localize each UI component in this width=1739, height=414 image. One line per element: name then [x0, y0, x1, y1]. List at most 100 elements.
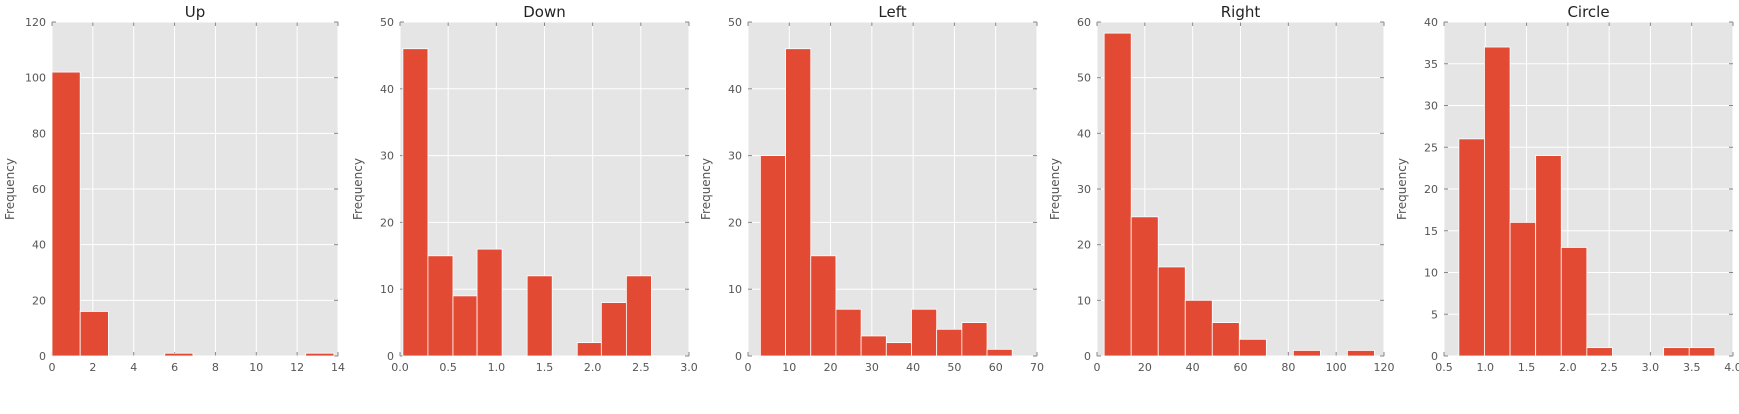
x-tick-label: 3.5: [1683, 361, 1701, 374]
x-tick-label: 40: [906, 361, 920, 374]
x-tick-label: 2.0: [584, 361, 602, 374]
histogram-bar: [986, 348, 1013, 357]
y-tick-label: 5: [1431, 308, 1438, 321]
histogram-bar: [911, 308, 938, 357]
histogram-bar: [1184, 299, 1213, 357]
y-tick-label: 0: [387, 350, 394, 363]
y-tick-label: 40: [728, 83, 742, 96]
histogram-bar: [1458, 138, 1485, 357]
y-tick-label: 60: [1077, 16, 1091, 29]
histogram-bar: [759, 155, 786, 357]
chart-title: Right: [1221, 3, 1261, 21]
chart-title: Left: [878, 3, 906, 21]
x-tick-label: 10: [249, 361, 263, 374]
x-tick-label: 0.5: [439, 361, 457, 374]
y-tick-label: 25: [1424, 141, 1438, 154]
y-tick-label: 0: [1431, 350, 1438, 363]
chart-title: Up: [185, 3, 206, 21]
histogram-bar: [51, 71, 81, 357]
chart-title: Circle: [1567, 3, 1609, 21]
x-tick-label: 20: [1138, 361, 1152, 374]
histogram-bar: [1586, 347, 1613, 357]
x-tick-label: 3.0: [680, 361, 698, 374]
y-tick-label: 30: [1424, 100, 1438, 113]
histogram-bar: [860, 335, 887, 357]
histogram-bar: [427, 255, 454, 357]
y-tick-label: 20: [32, 294, 46, 307]
x-tick-label: 4.0: [1724, 361, 1739, 374]
y-tick-label: 40: [32, 239, 46, 252]
y-tick-label: 50: [380, 16, 394, 29]
y-tick-label: 20: [1077, 239, 1091, 252]
histogram-bar: [79, 311, 109, 357]
x-tick-label: 100: [1326, 361, 1347, 374]
y-tick-label: 10: [728, 283, 742, 296]
histogram-bar: [1535, 155, 1562, 357]
y-tick-label: 0: [735, 350, 742, 363]
histogram-bar: [1130, 216, 1159, 357]
histogram-bar: [305, 352, 335, 357]
histogram-bar: [1688, 347, 1716, 357]
x-tick-label: 14: [331, 361, 345, 374]
y-axis-label: Frequency: [1395, 158, 1409, 220]
x-tick-label: 60: [989, 361, 1003, 374]
x-tick-label: 0: [745, 361, 752, 374]
histogram-bar: [1238, 338, 1267, 357]
y-axis-label: Frequency: [699, 158, 713, 220]
histogram-bar: [452, 295, 478, 357]
y-tick-label: 15: [1424, 225, 1438, 238]
histogram-bar: [1560, 247, 1588, 357]
y-tick-label: 10: [1077, 294, 1091, 307]
x-tick-label: 0: [1094, 361, 1101, 374]
x-tick-label: 1.5: [536, 361, 554, 374]
x-tick-label: 60: [1234, 361, 1248, 374]
histogram-bar: [1347, 350, 1375, 357]
x-tick-label: 30: [865, 361, 879, 374]
histogram-bar: [785, 48, 812, 357]
chart-panel-right: 0 20 40 60 80 100 120 0 10 20 30 40 50 60 Right Frequen…: [1048, 3, 1395, 374]
histogram-bar: [1663, 347, 1690, 357]
y-tick-label: 100: [25, 72, 46, 85]
x-tick-label: 4: [130, 361, 137, 374]
y-tick-label: 30: [1077, 183, 1091, 196]
chart-panel-left: 0 10 20 30 40 50 60 70 0 10 20 30 40 50 Left Frequency: [699, 3, 1044, 374]
y-tick-label: 0: [1084, 350, 1091, 363]
histogram-bar: [1484, 46, 1511, 357]
y-tick-label: 30: [728, 150, 742, 163]
y-axis-label: Frequency: [1048, 158, 1062, 220]
histogram-bar: [1292, 350, 1321, 357]
chart-title: Down: [523, 3, 566, 21]
histogram-bar: [625, 275, 652, 357]
x-tick-label: 6: [171, 361, 178, 374]
x-tick-label: 2.5: [632, 361, 650, 374]
x-tick-label: 120: [1374, 361, 1395, 374]
y-axis-label: Frequency: [351, 158, 365, 220]
histogram-bar: [476, 248, 503, 357]
x-tick-label: 10: [782, 361, 796, 374]
y-tick-label: 50: [1077, 72, 1091, 85]
y-tick-label: 10: [1424, 267, 1438, 280]
y-tick-label: 120: [25, 16, 46, 29]
x-tick-label: 1.0: [488, 361, 506, 374]
histogram-bar: [936, 328, 963, 357]
x-tick-label: 2.0: [1559, 361, 1577, 374]
histogram-bar: [835, 308, 862, 357]
histogram-bar: [885, 342, 912, 357]
x-tick-label: 8: [212, 361, 219, 374]
y-tick-label: 20: [728, 216, 742, 229]
histogram-bar: [576, 342, 602, 357]
histogram-bar: [600, 302, 627, 357]
x-tick-label: 0.5: [1435, 361, 1453, 374]
x-tick-label: 0: [49, 361, 56, 374]
y-tick-label: 40: [380, 83, 394, 96]
x-tick-label: 1.5: [1518, 361, 1536, 374]
histogram-bar: [810, 255, 837, 357]
histogram-bar: [164, 352, 194, 357]
x-tick-label: 50: [947, 361, 961, 374]
y-tick-label: 20: [380, 216, 394, 229]
x-tick-label: 2: [89, 361, 96, 374]
histogram-bar: [1103, 32, 1132, 357]
y-axis-label: Frequency: [3, 158, 17, 220]
y-tick-label: 40: [1077, 127, 1091, 140]
